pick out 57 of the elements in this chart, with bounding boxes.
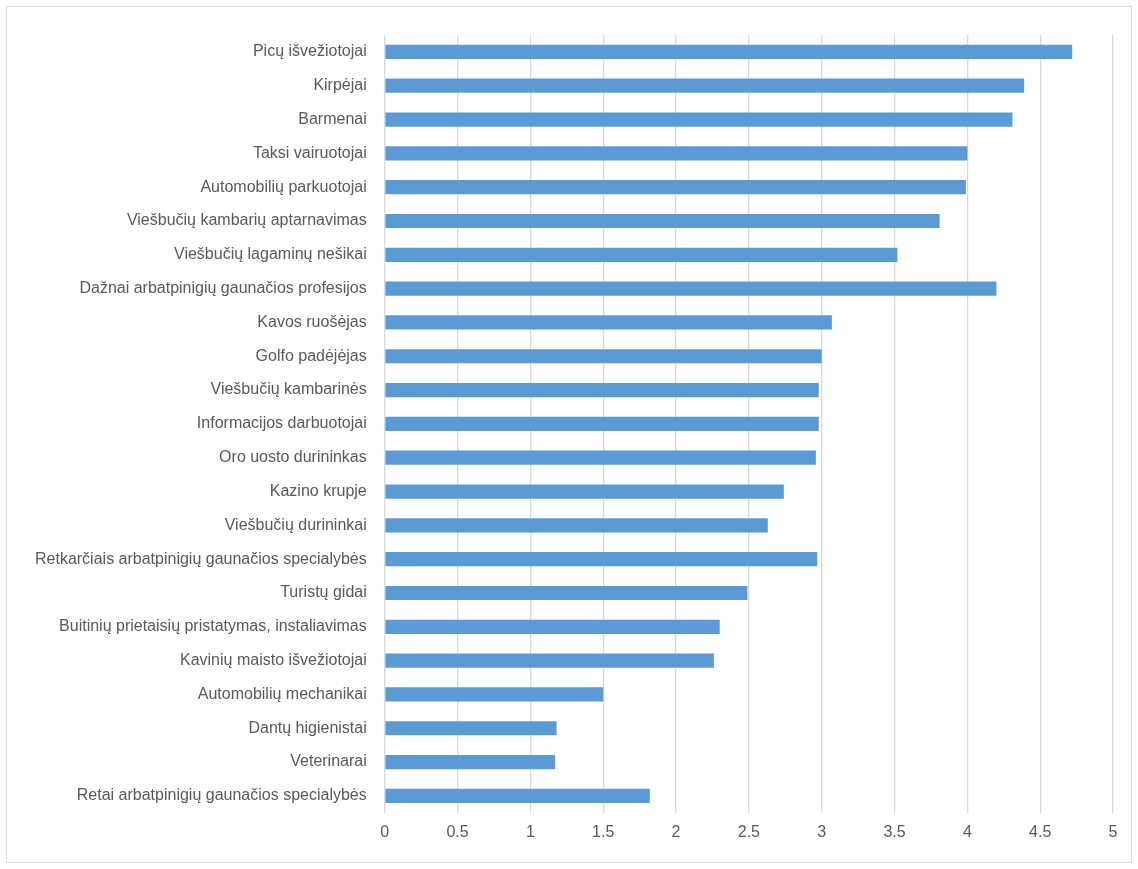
- y-tick-label: Taksi vairuotojai: [252, 143, 367, 161]
- y-tick-label: Retai arbatpinigių gaunačios specialybės: [76, 786, 367, 804]
- x-tick-label: 4: [962, 822, 972, 840]
- bar: [385, 349, 822, 364]
- bar: [385, 552, 818, 567]
- bar: [385, 585, 748, 601]
- x-tick-label: 5: [1108, 822, 1118, 840]
- y-tick-label: Kavinių maisto išvežiotojai: [179, 651, 367, 669]
- bar: [385, 788, 650, 803]
- y-tick-label: Kirpėjai: [313, 76, 367, 94]
- y-tick-label: Turistų gidai: [280, 583, 367, 601]
- bar: [385, 450, 816, 465]
- x-tick-label: 0.5: [446, 822, 469, 840]
- bar: [385, 146, 968, 161]
- x-tick-label: 3: [817, 822, 827, 840]
- y-tick-label: Kavos ruošėjas: [257, 312, 367, 330]
- x-tick-label: 2: [671, 822, 681, 840]
- bar: [385, 213, 940, 229]
- bar: [385, 653, 714, 668]
- y-tick-label: Viešbučių lagaminų nešikai: [174, 245, 367, 263]
- bar: [385, 687, 604, 702]
- bar: [385, 518, 768, 533]
- y-tick-label: Dažnai arbatpinigių gaunačios profesijos: [79, 279, 367, 297]
- bar: [385, 112, 1013, 127]
- bar: [385, 315, 832, 330]
- bar: [385, 180, 966, 195]
- y-tick-label: Veterinarai: [290, 752, 367, 770]
- y-tick-label: Informacijos darbuotojai: [196, 414, 367, 432]
- bar: [385, 484, 784, 499]
- y-tick-label: Golfo padėjėjas: [255, 346, 367, 364]
- bar: [385, 382, 819, 398]
- y-tick-label: Barmenai: [298, 109, 367, 127]
- bar: [385, 721, 557, 736]
- bar: [385, 44, 1073, 60]
- x-tick-label: 1: [525, 822, 535, 840]
- bar: [385, 754, 556, 770]
- y-tick-label: Buitinių prietaisių pristatymas, instaliavimas: [59, 617, 367, 635]
- bar: [385, 619, 720, 634]
- y-tick-label: Dantų higienistai: [248, 718, 367, 736]
- y-tick-label: Retkarčiais arbatpinigių gaunačios specialybės: [34, 549, 367, 567]
- y-tick-label: Oro uosto durininkas: [219, 448, 367, 466]
- x-tick-label: 0: [380, 822, 390, 840]
- y-tick-label: Viešbučių kambarinės: [210, 380, 367, 398]
- bar: [385, 281, 997, 296]
- y-tick-label: Viešbučių durininkai: [224, 515, 367, 533]
- x-tick-label: 1.5: [592, 822, 615, 840]
- bar: [385, 247, 898, 262]
- x-tick-label: 3.5: [883, 822, 906, 840]
- x-tick-label: 2.5: [737, 822, 761, 840]
- y-tick-label: Kazino krupje: [269, 481, 367, 499]
- bar: [385, 416, 819, 431]
- bar: [385, 78, 1025, 93]
- x-tick-label: 4.5: [1029, 822, 1052, 840]
- y-tick-label: Automobilių parkuotojai: [200, 177, 367, 195]
- y-tick-label: Viešbučių kambarių aptarnavimas: [126, 211, 367, 229]
- y-tick-label: Automobilių mechanikai: [197, 684, 367, 702]
- y-tick-label: Picų išvežiotojai: [252, 42, 367, 60]
